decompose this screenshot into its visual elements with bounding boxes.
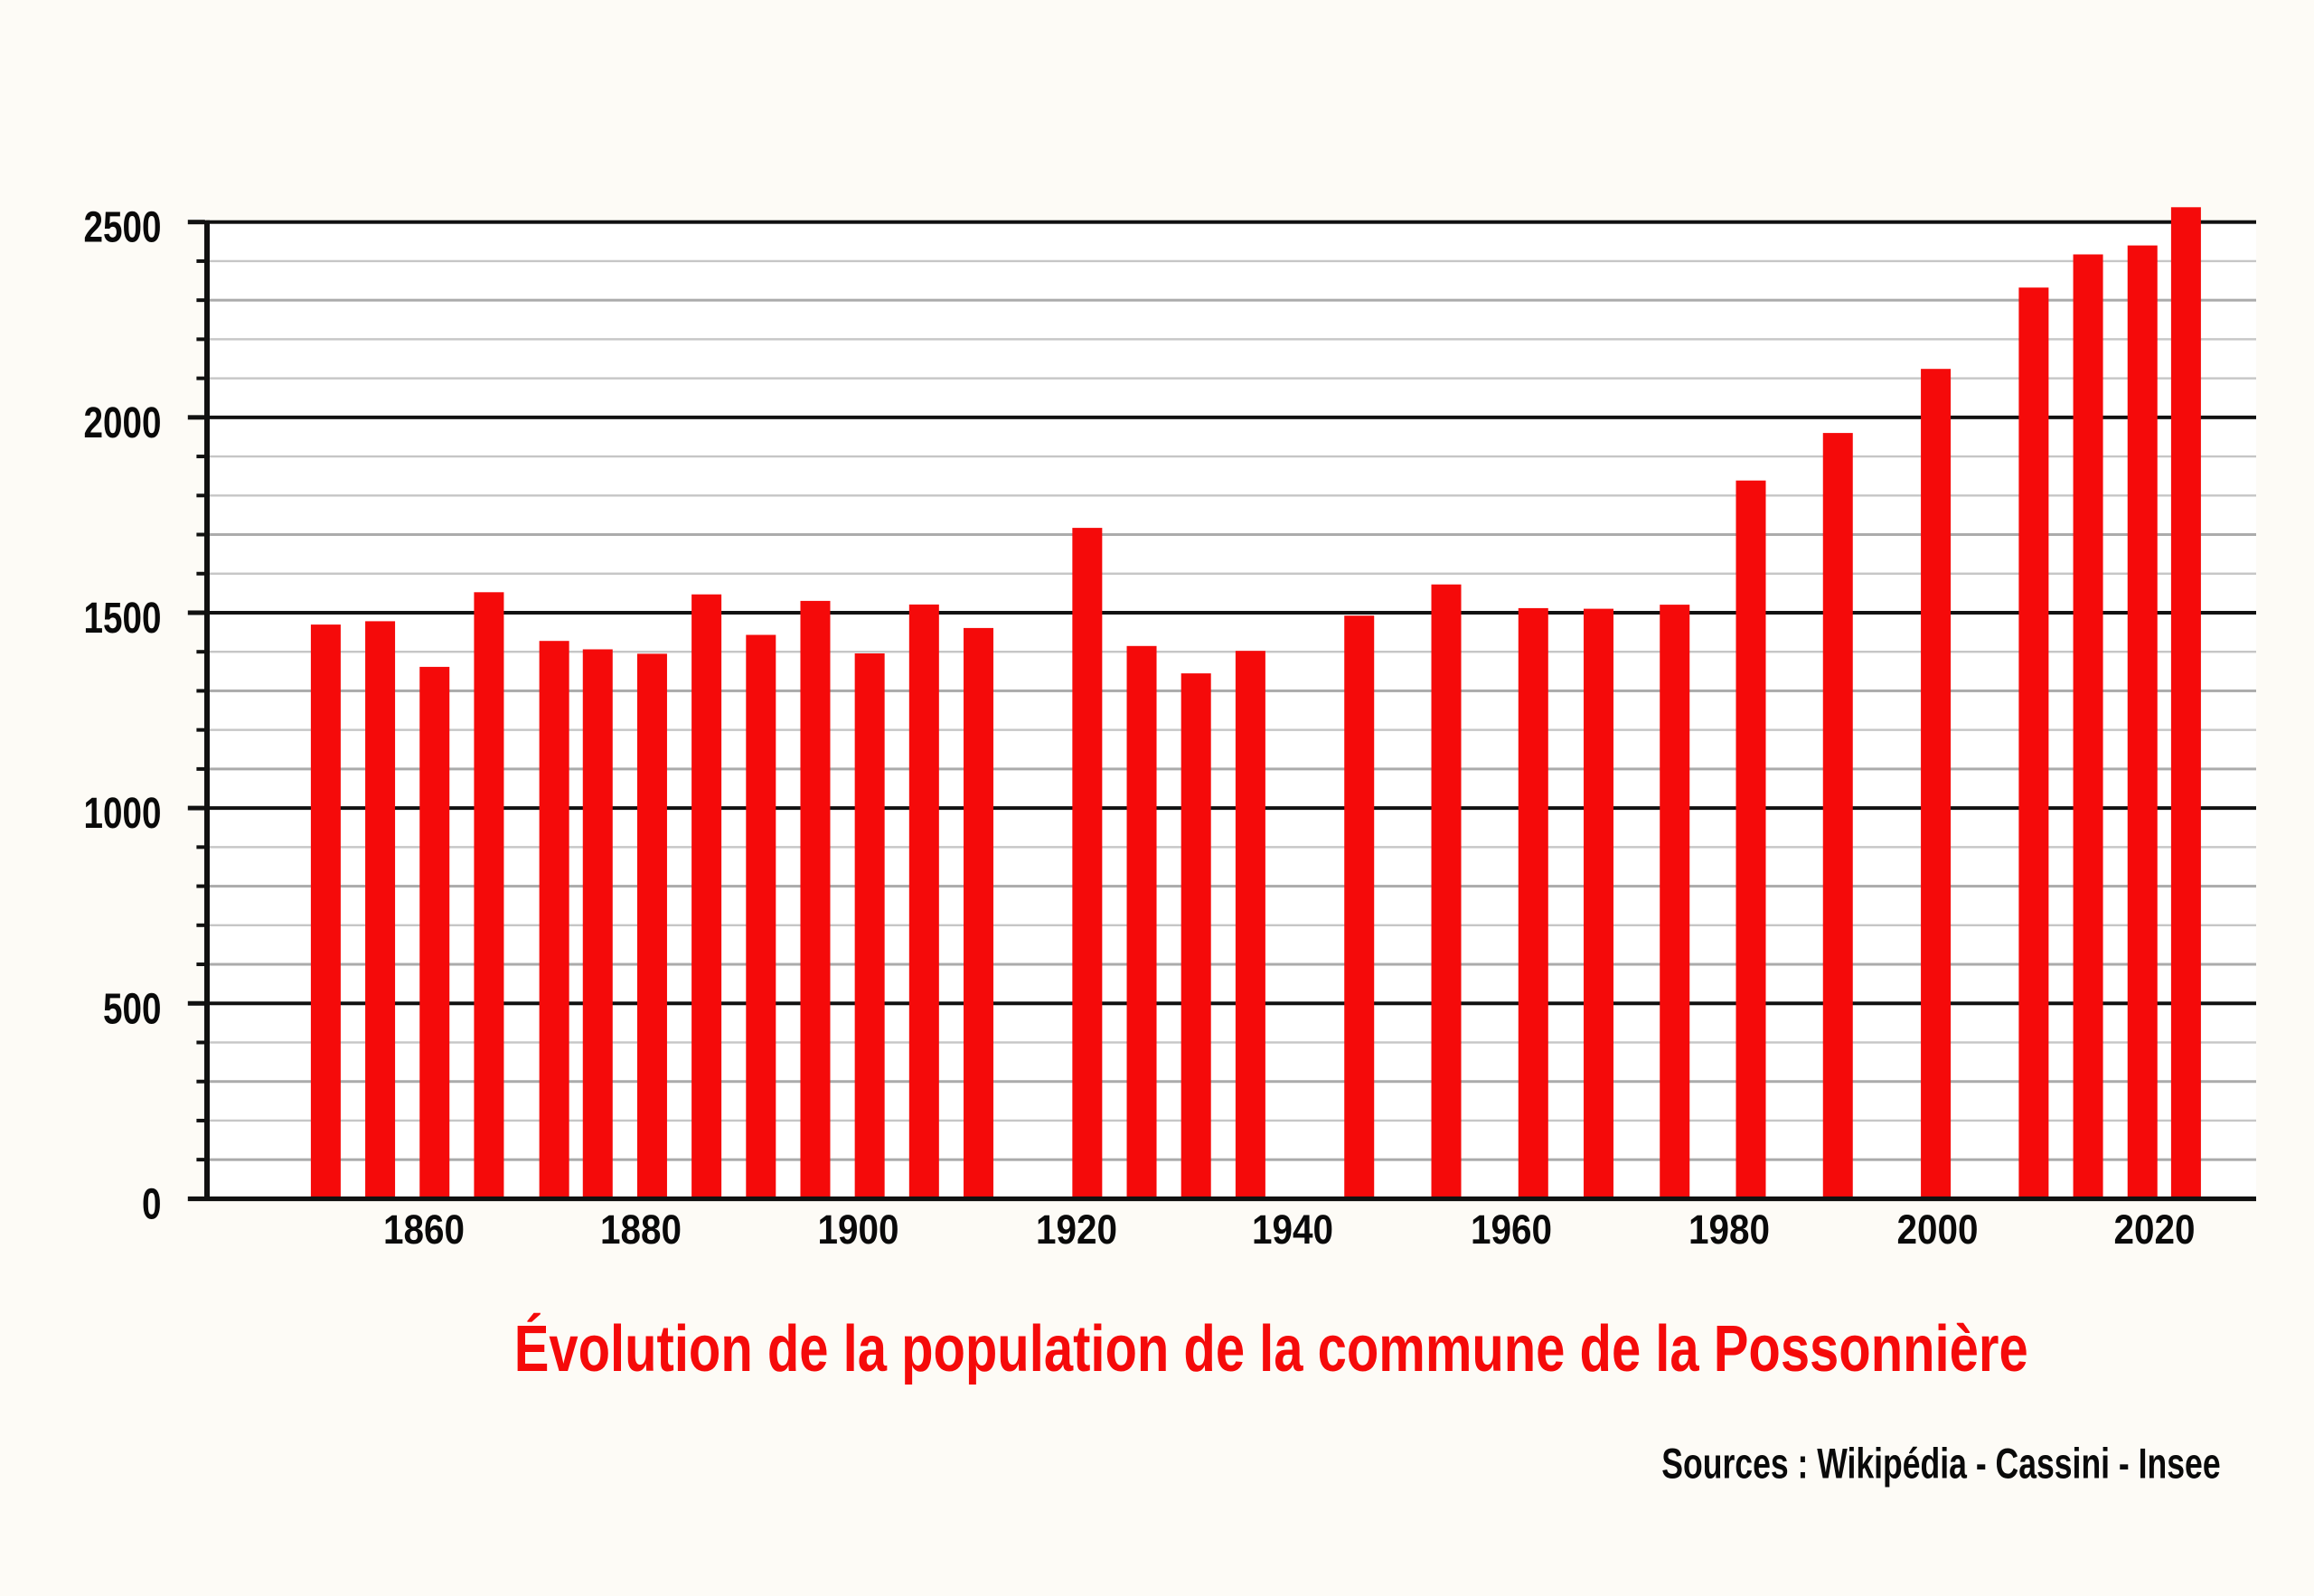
svg-text:Évolution de la population de: Évolution de la population de la commune… xyxy=(514,1313,2028,1385)
svg-text:1920: 1920 xyxy=(1036,1206,1117,1253)
svg-text:2500: 2500 xyxy=(84,204,162,252)
svg-text:1960: 1960 xyxy=(1471,1206,1552,1253)
svg-text:1940: 1940 xyxy=(1252,1206,1333,1253)
svg-text:0: 0 xyxy=(142,1180,162,1228)
svg-text:1500: 1500 xyxy=(84,595,162,643)
svg-text:2000: 2000 xyxy=(1897,1206,1979,1253)
svg-text:2000: 2000 xyxy=(84,399,162,447)
svg-text:1900: 1900 xyxy=(818,1206,899,1253)
svg-text:1880: 1880 xyxy=(600,1206,682,1253)
svg-text:1000: 1000 xyxy=(84,790,162,838)
svg-text:1860: 1860 xyxy=(383,1206,465,1253)
svg-text:1980: 1980 xyxy=(1688,1206,1770,1253)
svg-text:2020: 2020 xyxy=(2114,1206,2196,1253)
svg-text:Sources : Wikipédia - Cassini: Sources : Wikipédia - Cassini - Insee xyxy=(1661,1440,2220,1488)
svg-text:500: 500 xyxy=(103,985,162,1033)
